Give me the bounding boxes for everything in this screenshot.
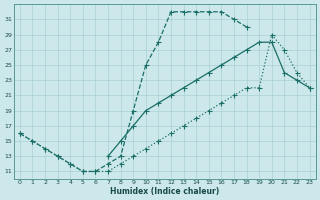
X-axis label: Humidex (Indice chaleur): Humidex (Indice chaleur) xyxy=(110,187,219,196)
